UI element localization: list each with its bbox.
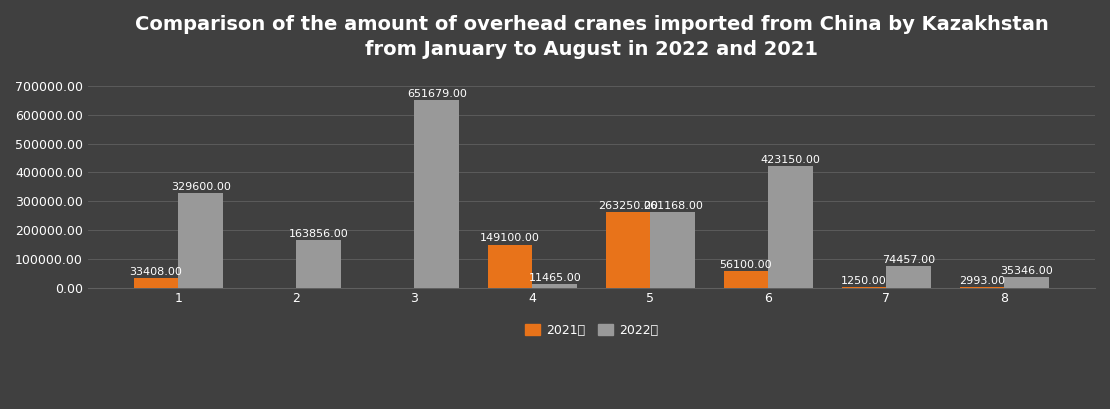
Text: 261168.00: 261168.00 [643,201,703,211]
Text: 74457.00: 74457.00 [882,255,936,265]
Text: 56100.00: 56100.00 [719,260,773,270]
Text: 11465.00: 11465.00 [528,273,582,283]
Bar [606,212,650,288]
Bar [487,245,533,288]
Bar [414,100,460,288]
Text: 163856.00: 163856.00 [289,229,349,239]
Text: 149100.00: 149100.00 [481,234,539,243]
Bar [133,278,179,288]
Bar [533,284,577,288]
Bar [887,266,931,288]
Text: 423150.00: 423150.00 [760,155,820,164]
Title: Comparison of the amount of overhead cranes imported from China by Kazakhstan
fr: Comparison of the amount of overhead cra… [134,15,1048,59]
Text: 2993.00: 2993.00 [959,276,1005,285]
Bar [296,240,341,288]
Text: 329600.00: 329600.00 [171,182,231,191]
Text: 263250.00: 263250.00 [598,200,658,211]
Text: 33408.00: 33408.00 [130,267,182,277]
Bar [959,287,1005,288]
Text: 1250.00: 1250.00 [841,276,887,286]
Bar [1005,277,1049,288]
Bar [179,193,223,288]
Bar [768,166,814,288]
Bar [650,212,695,288]
Legend: 2021年, 2022年: 2021年, 2022年 [519,319,663,342]
Text: 35346.00: 35346.00 [1000,266,1053,276]
Bar [724,272,768,288]
Text: 651679.00: 651679.00 [407,89,467,99]
